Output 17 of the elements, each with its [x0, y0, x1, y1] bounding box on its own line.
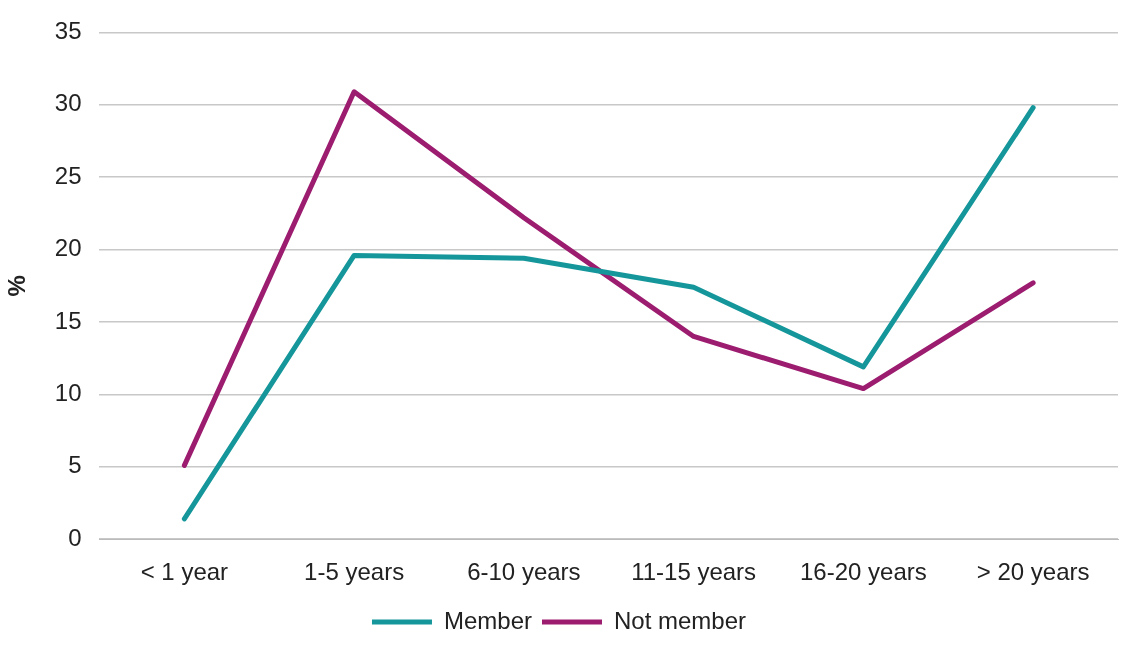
x-tick-label: 1-5 years — [304, 558, 405, 586]
y-tick-label: 0 — [68, 523, 82, 551]
y-tick-label: 5 — [68, 451, 82, 479]
y-tick-label: 35 — [54, 17, 82, 45]
y-tick-label: 25 — [54, 161, 82, 189]
legend-label: Member — [443, 606, 532, 634]
x-tick-label: 16-20 years — [800, 558, 927, 586]
y-tick-label: 30 — [54, 89, 82, 117]
y-tick-label: 15 — [54, 306, 82, 334]
x-tick-label: < 1 year — [140, 558, 229, 586]
legend-label: Not member — [613, 606, 747, 634]
y-tick-label: 10 — [54, 379, 82, 407]
x-tick-label: 11-15 years — [631, 558, 757, 586]
y-tick-label: 20 — [54, 234, 82, 262]
y-axis-title: % — [3, 275, 31, 297]
x-tick-label: > 20 years — [976, 558, 1090, 586]
x-tick-label: 6-10 years — [467, 558, 581, 586]
